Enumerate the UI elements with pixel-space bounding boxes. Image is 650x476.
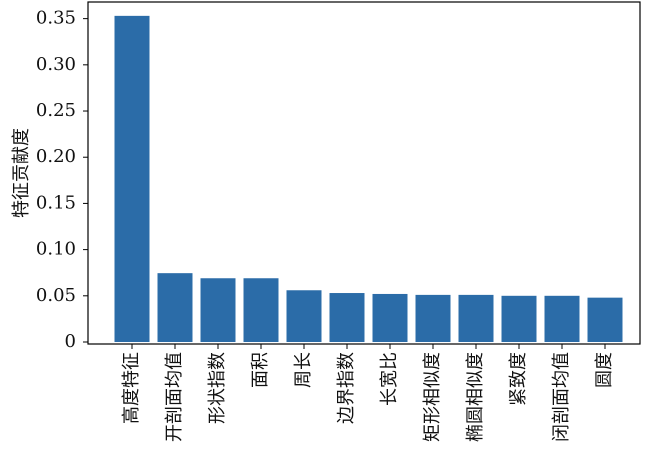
bar	[157, 273, 193, 342]
x-tick-label: 边界指数	[336, 352, 357, 424]
bar	[544, 295, 580, 342]
x-tick-label: 周长	[293, 352, 314, 388]
bar	[587, 297, 623, 342]
y-tick-label: 0.15	[36, 192, 76, 213]
x-tick-label: 圆度	[594, 352, 615, 388]
x-tick-label: 形状指数	[207, 352, 228, 424]
x-tick-label: 开剖面均值	[164, 352, 185, 442]
x-tick-label: 矩形相似度	[422, 352, 443, 442]
bar	[458, 294, 494, 342]
bar	[286, 290, 322, 342]
y-tick-label: 0.05	[36, 285, 76, 306]
x-tick-label: 椭圆相似度	[465, 352, 486, 442]
bar	[114, 15, 150, 342]
bar	[415, 294, 451, 342]
bar	[329, 293, 365, 342]
x-tick-label: 高度特征	[121, 352, 142, 424]
x-tick-label: 面积	[250, 352, 271, 388]
y-tick-label: 0.20	[36, 146, 76, 167]
bar	[243, 278, 279, 342]
x-tick-label: 紧致度	[508, 352, 529, 406]
x-tick-label: 长宽比	[379, 352, 400, 406]
y-tick-label: 0.30	[36, 54, 76, 75]
bar	[372, 293, 408, 342]
y-tick-label: 0.10	[36, 239, 76, 260]
bar	[200, 278, 236, 342]
y-tick-label: 0.25	[36, 100, 76, 121]
bar	[501, 295, 537, 342]
plot-frame	[87, 1, 641, 345]
y-tick-label: 0.35	[36, 8, 76, 29]
y-tick-label: 0	[65, 331, 76, 352]
x-tick-label: 闭剖面均值	[551, 352, 572, 442]
y-axis-label: 特征贡献度	[11, 128, 32, 218]
